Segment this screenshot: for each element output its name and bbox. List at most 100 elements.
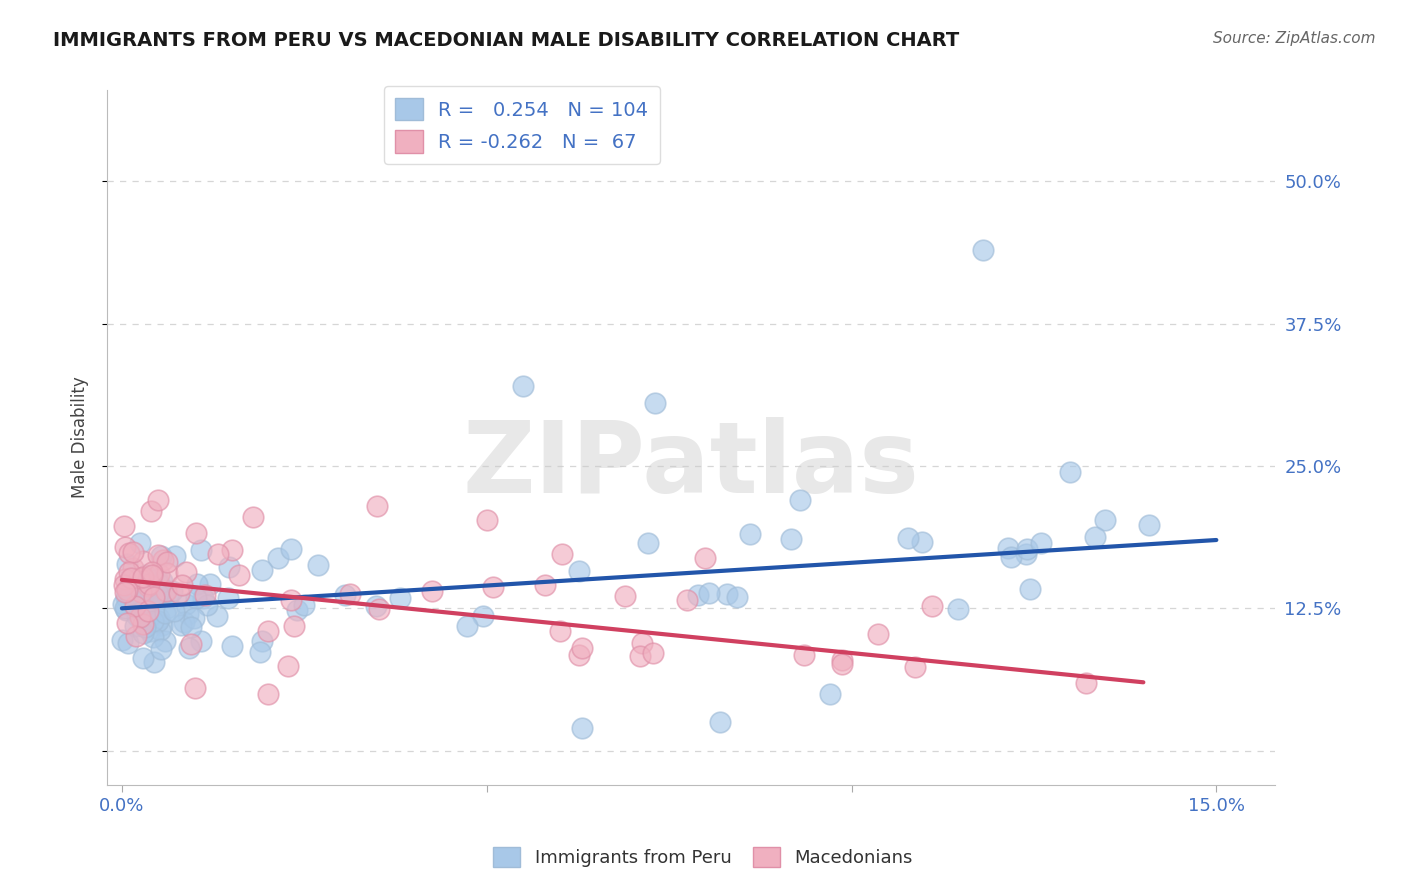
Point — [186, 577, 208, 591]
Point — [921, 599, 943, 613]
Point — [153, 633, 176, 648]
Point — [143, 589, 166, 603]
Point — [1015, 541, 1038, 556]
Point — [676, 593, 699, 607]
Point — [277, 659, 299, 673]
Point — [136, 591, 159, 606]
Point — [149, 641, 172, 656]
Point — [709, 715, 731, 730]
Point — [613, 589, 636, 603]
Point — [475, 512, 498, 526]
Point — [551, 547, 574, 561]
Point — [644, 396, 666, 410]
Point — [152, 618, 174, 632]
Point — [114, 572, 136, 586]
Point — [1084, 530, 1107, 544]
Point — [200, 576, 222, 591]
Point — [136, 579, 159, 593]
Point — [184, 681, 207, 695]
Point — [190, 634, 212, 648]
Point — [420, 584, 443, 599]
Point — [818, 687, 841, 701]
Point — [1029, 536, 1052, 550]
Point — [138, 611, 160, 625]
Point — [142, 590, 165, 604]
Point — [207, 547, 229, 561]
Point — [155, 607, 177, 621]
Point — [117, 636, 139, 650]
Point — [142, 615, 165, 629]
Point — [366, 499, 388, 513]
Point — [146, 614, 169, 628]
Text: Source: ZipAtlas.com: Source: ZipAtlas.com — [1212, 31, 1375, 46]
Point — [138, 604, 160, 618]
Text: IMMIGRANTS FROM PERU VS MACEDONIAN MALE DISABILITY CORRELATION CHART: IMMIGRANTS FROM PERU VS MACEDONIAN MALE … — [53, 31, 960, 50]
Point — [111, 633, 134, 648]
Point — [122, 598, 145, 612]
Point — [115, 558, 138, 572]
Point — [897, 532, 920, 546]
Point — [124, 619, 146, 633]
Point — [150, 549, 173, 563]
Point — [142, 630, 165, 644]
Point — [132, 626, 155, 640]
Point — [686, 589, 709, 603]
Point — [183, 611, 205, 625]
Point — [131, 589, 153, 603]
Point — [128, 571, 150, 585]
Point — [716, 587, 738, 601]
Point — [157, 590, 180, 604]
Point — [125, 586, 148, 600]
Point — [149, 623, 172, 637]
Point — [249, 645, 271, 659]
Point — [256, 687, 278, 701]
Point — [972, 243, 994, 257]
Point — [904, 660, 927, 674]
Point — [114, 600, 136, 615]
Point — [153, 584, 176, 599]
Point — [128, 610, 150, 624]
Point — [148, 566, 170, 581]
Point — [218, 560, 240, 574]
Point — [138, 576, 160, 591]
Point — [174, 565, 197, 579]
Point — [548, 624, 571, 638]
Text: ZIPatlas: ZIPatlas — [463, 417, 920, 514]
Point — [242, 510, 264, 524]
Point — [115, 582, 138, 597]
Point — [285, 603, 308, 617]
Point — [114, 540, 136, 554]
Point — [138, 610, 160, 624]
Point — [364, 599, 387, 613]
Point — [115, 591, 138, 605]
Point — [177, 640, 200, 655]
Point — [693, 550, 716, 565]
Point — [250, 562, 273, 576]
Point — [568, 648, 591, 663]
Point — [156, 566, 179, 580]
Point — [176, 597, 198, 611]
Point — [129, 585, 152, 599]
Point — [138, 582, 160, 596]
Point — [997, 541, 1019, 555]
Point — [339, 587, 361, 601]
Point — [155, 584, 177, 599]
Point — [139, 624, 162, 639]
Point — [190, 543, 212, 558]
Point — [292, 598, 315, 612]
Point — [120, 587, 142, 601]
Y-axis label: Male Disability: Male Disability — [72, 376, 89, 499]
Point — [571, 721, 593, 735]
Point — [643, 646, 665, 660]
Point — [124, 599, 146, 613]
Point — [267, 551, 290, 566]
Point — [512, 379, 534, 393]
Point — [280, 593, 302, 607]
Point — [152, 552, 174, 566]
Point — [132, 651, 155, 665]
Point — [118, 566, 141, 580]
Point — [118, 546, 141, 560]
Point — [112, 519, 135, 533]
Point — [637, 536, 659, 550]
Point — [280, 541, 302, 556]
